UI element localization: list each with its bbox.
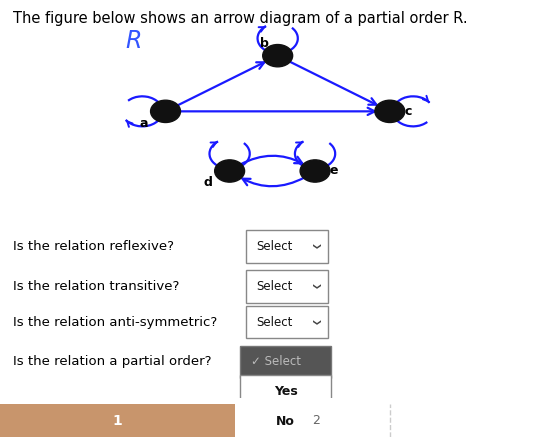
Circle shape [215, 160, 245, 182]
Text: b: b [260, 37, 269, 50]
Circle shape [151, 100, 180, 122]
Text: ❯: ❯ [311, 243, 319, 250]
FancyBboxPatch shape [240, 346, 331, 378]
Text: The figure below shows an arrow diagram of a partial order R.: The figure below shows an arrow diagram … [13, 11, 468, 26]
Text: Yes: Yes [274, 385, 297, 398]
Text: Is the relation transitive?: Is the relation transitive? [13, 280, 180, 293]
Text: e: e [329, 164, 338, 177]
Text: Is the relation anti-symmetric?: Is the relation anti-symmetric? [13, 316, 217, 329]
Text: Is the relation a partial order?: Is the relation a partial order? [13, 355, 212, 368]
Text: Is the relation reflexive?: Is the relation reflexive? [13, 240, 174, 253]
Text: ✓ Select: ✓ Select [251, 355, 301, 368]
FancyBboxPatch shape [246, 230, 328, 263]
Circle shape [300, 160, 330, 182]
Text: ❯: ❯ [311, 283, 319, 290]
Text: Select: Select [256, 240, 293, 253]
Text: 2: 2 [312, 414, 320, 427]
FancyBboxPatch shape [240, 375, 331, 408]
Bar [0, 404, 235, 437]
Text: d: d [204, 177, 213, 189]
Text: ❯: ❯ [311, 319, 319, 326]
Circle shape [263, 45, 293, 67]
FancyBboxPatch shape [246, 270, 328, 303]
Text: Select: Select [256, 316, 293, 329]
FancyBboxPatch shape [246, 306, 328, 338]
Text: R: R [125, 29, 142, 53]
FancyBboxPatch shape [240, 405, 331, 437]
Text: 1: 1 [113, 413, 122, 428]
Text: Select: Select [256, 280, 293, 293]
Text: a: a [140, 117, 148, 130]
Text: c: c [405, 105, 412, 118]
Text: No: No [276, 415, 295, 428]
Circle shape [375, 100, 405, 122]
